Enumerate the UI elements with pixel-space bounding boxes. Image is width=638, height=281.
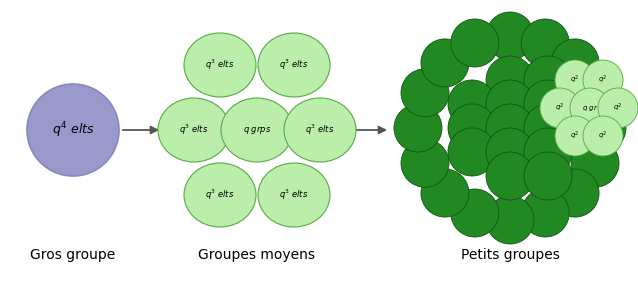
Text: $q^3$ elts: $q^3$ elts	[279, 58, 309, 72]
Ellipse shape	[184, 33, 256, 97]
Circle shape	[555, 116, 595, 156]
Circle shape	[486, 12, 534, 60]
Circle shape	[551, 169, 599, 217]
Text: $q^3$ elts: $q^3$ elts	[179, 123, 209, 137]
Text: Groupes moyens: Groupes moyens	[198, 248, 316, 262]
Ellipse shape	[221, 98, 293, 162]
Circle shape	[571, 139, 619, 187]
Circle shape	[451, 19, 499, 67]
Circle shape	[578, 104, 626, 152]
Circle shape	[486, 80, 534, 128]
Ellipse shape	[184, 163, 256, 227]
Text: $q^3$ elts: $q^3$ elts	[205, 188, 235, 202]
Circle shape	[448, 104, 496, 152]
Text: $q^3$ elts: $q^3$ elts	[306, 123, 335, 137]
Circle shape	[551, 39, 599, 87]
Text: $q^2$: $q^2$	[555, 102, 565, 114]
Text: $q^2$: $q^2$	[613, 102, 623, 114]
Circle shape	[524, 128, 572, 176]
Text: $q^2$: $q^2$	[570, 130, 580, 142]
Text: $q$ gr: $q$ gr	[582, 103, 598, 113]
Circle shape	[583, 60, 623, 100]
Circle shape	[401, 139, 449, 187]
Text: $q^2$: $q^2$	[570, 74, 580, 86]
Circle shape	[524, 80, 572, 128]
Circle shape	[486, 128, 534, 176]
Circle shape	[486, 196, 534, 244]
Text: Gros groupe: Gros groupe	[31, 248, 115, 262]
Text: $q^2$: $q^2$	[598, 130, 608, 142]
Circle shape	[486, 56, 534, 104]
Circle shape	[421, 169, 469, 217]
Circle shape	[524, 56, 572, 104]
Ellipse shape	[258, 163, 330, 227]
Text: $q$ grps: $q$ grps	[243, 124, 271, 136]
Circle shape	[394, 104, 442, 152]
Circle shape	[521, 189, 569, 237]
Circle shape	[401, 69, 449, 117]
Circle shape	[524, 152, 572, 200]
Text: Petits groupes: Petits groupes	[461, 248, 560, 262]
Circle shape	[486, 104, 534, 152]
Text: $q^2$: $q^2$	[598, 74, 608, 86]
Circle shape	[486, 152, 534, 200]
Ellipse shape	[284, 98, 356, 162]
Text: $q^4$ elts: $q^4$ elts	[52, 120, 94, 140]
Circle shape	[598, 88, 638, 128]
Ellipse shape	[258, 33, 330, 97]
Circle shape	[555, 60, 595, 100]
Circle shape	[448, 80, 496, 128]
Circle shape	[421, 39, 469, 87]
Circle shape	[524, 104, 572, 152]
Circle shape	[570, 88, 610, 128]
Ellipse shape	[158, 98, 230, 162]
Circle shape	[521, 19, 569, 67]
Circle shape	[571, 69, 619, 117]
Ellipse shape	[27, 84, 119, 176]
Circle shape	[540, 88, 580, 128]
Circle shape	[583, 116, 623, 156]
Circle shape	[448, 128, 496, 176]
Text: $q^3$ elts: $q^3$ elts	[279, 188, 309, 202]
Circle shape	[451, 189, 499, 237]
Text: $q^3$ elts: $q^3$ elts	[205, 58, 235, 72]
